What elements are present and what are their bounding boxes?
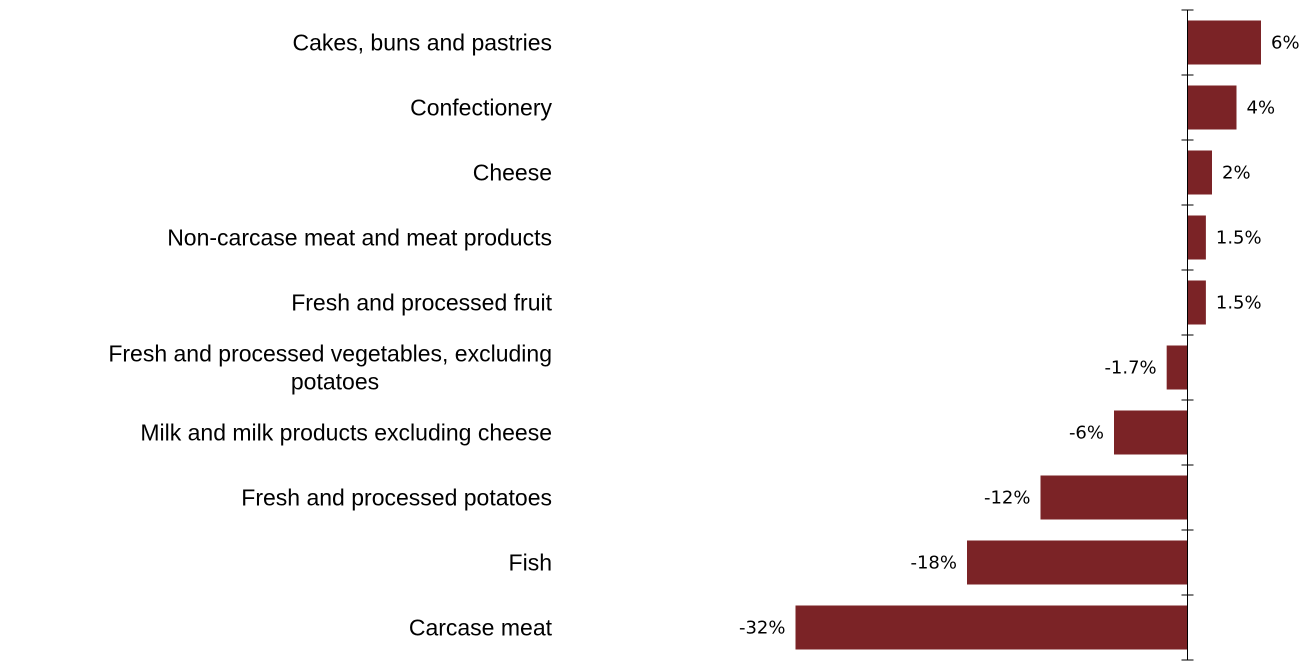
category-label: Cheese bbox=[473, 160, 552, 186]
category-label-line: Fresh and processed vegetables, excludin… bbox=[108, 341, 552, 367]
bar bbox=[1187, 20, 1261, 65]
category-label: Fish bbox=[509, 550, 552, 576]
data-label: -6% bbox=[1069, 423, 1104, 444]
data-label: -32% bbox=[739, 618, 786, 639]
bar bbox=[1187, 215, 1206, 260]
data-label: 1.5% bbox=[1216, 293, 1262, 314]
data-label: 4% bbox=[1247, 98, 1276, 119]
data-label: -12% bbox=[984, 488, 1031, 509]
category-label: Cakes, buns and pastries bbox=[292, 30, 552, 56]
category-label: Milk and milk products excluding cheese bbox=[140, 420, 552, 446]
bar bbox=[1040, 475, 1188, 520]
category-axis bbox=[1181, 9, 1194, 661]
bar bbox=[1187, 150, 1212, 195]
category-label: Fresh and processed vegetables, excludin… bbox=[108, 341, 552, 395]
data-label: -18% bbox=[910, 553, 957, 574]
category-label: Fresh and processed potatoes bbox=[241, 485, 552, 511]
bar bbox=[1187, 85, 1237, 130]
data-label: 6% bbox=[1271, 33, 1300, 54]
bar bbox=[1114, 410, 1188, 455]
category-label: Fresh and processed fruit bbox=[291, 290, 552, 316]
category-label: Carcase meat bbox=[409, 615, 553, 641]
category-label: Confectionery bbox=[410, 95, 552, 121]
category-labels: Cakes, buns and pastries Confectionery Che… bbox=[108, 30, 552, 641]
bar bbox=[1187, 280, 1206, 325]
data-label: 1.5% bbox=[1216, 228, 1262, 249]
bar bbox=[1166, 345, 1188, 390]
bar bbox=[967, 540, 1188, 585]
data-label: 2% bbox=[1222, 163, 1251, 184]
bar bbox=[795, 605, 1188, 650]
data-label: -1.7% bbox=[1104, 358, 1156, 379]
data-labels: 6% 4% 2% 1.5% 1.5% -1.7% -6% -12% -18% -32% bbox=[739, 33, 1300, 639]
category-label: Non-carcase meat and meat products bbox=[167, 225, 552, 251]
bars-group bbox=[795, 20, 1261, 650]
category-label-line: potatoes bbox=[291, 369, 379, 395]
